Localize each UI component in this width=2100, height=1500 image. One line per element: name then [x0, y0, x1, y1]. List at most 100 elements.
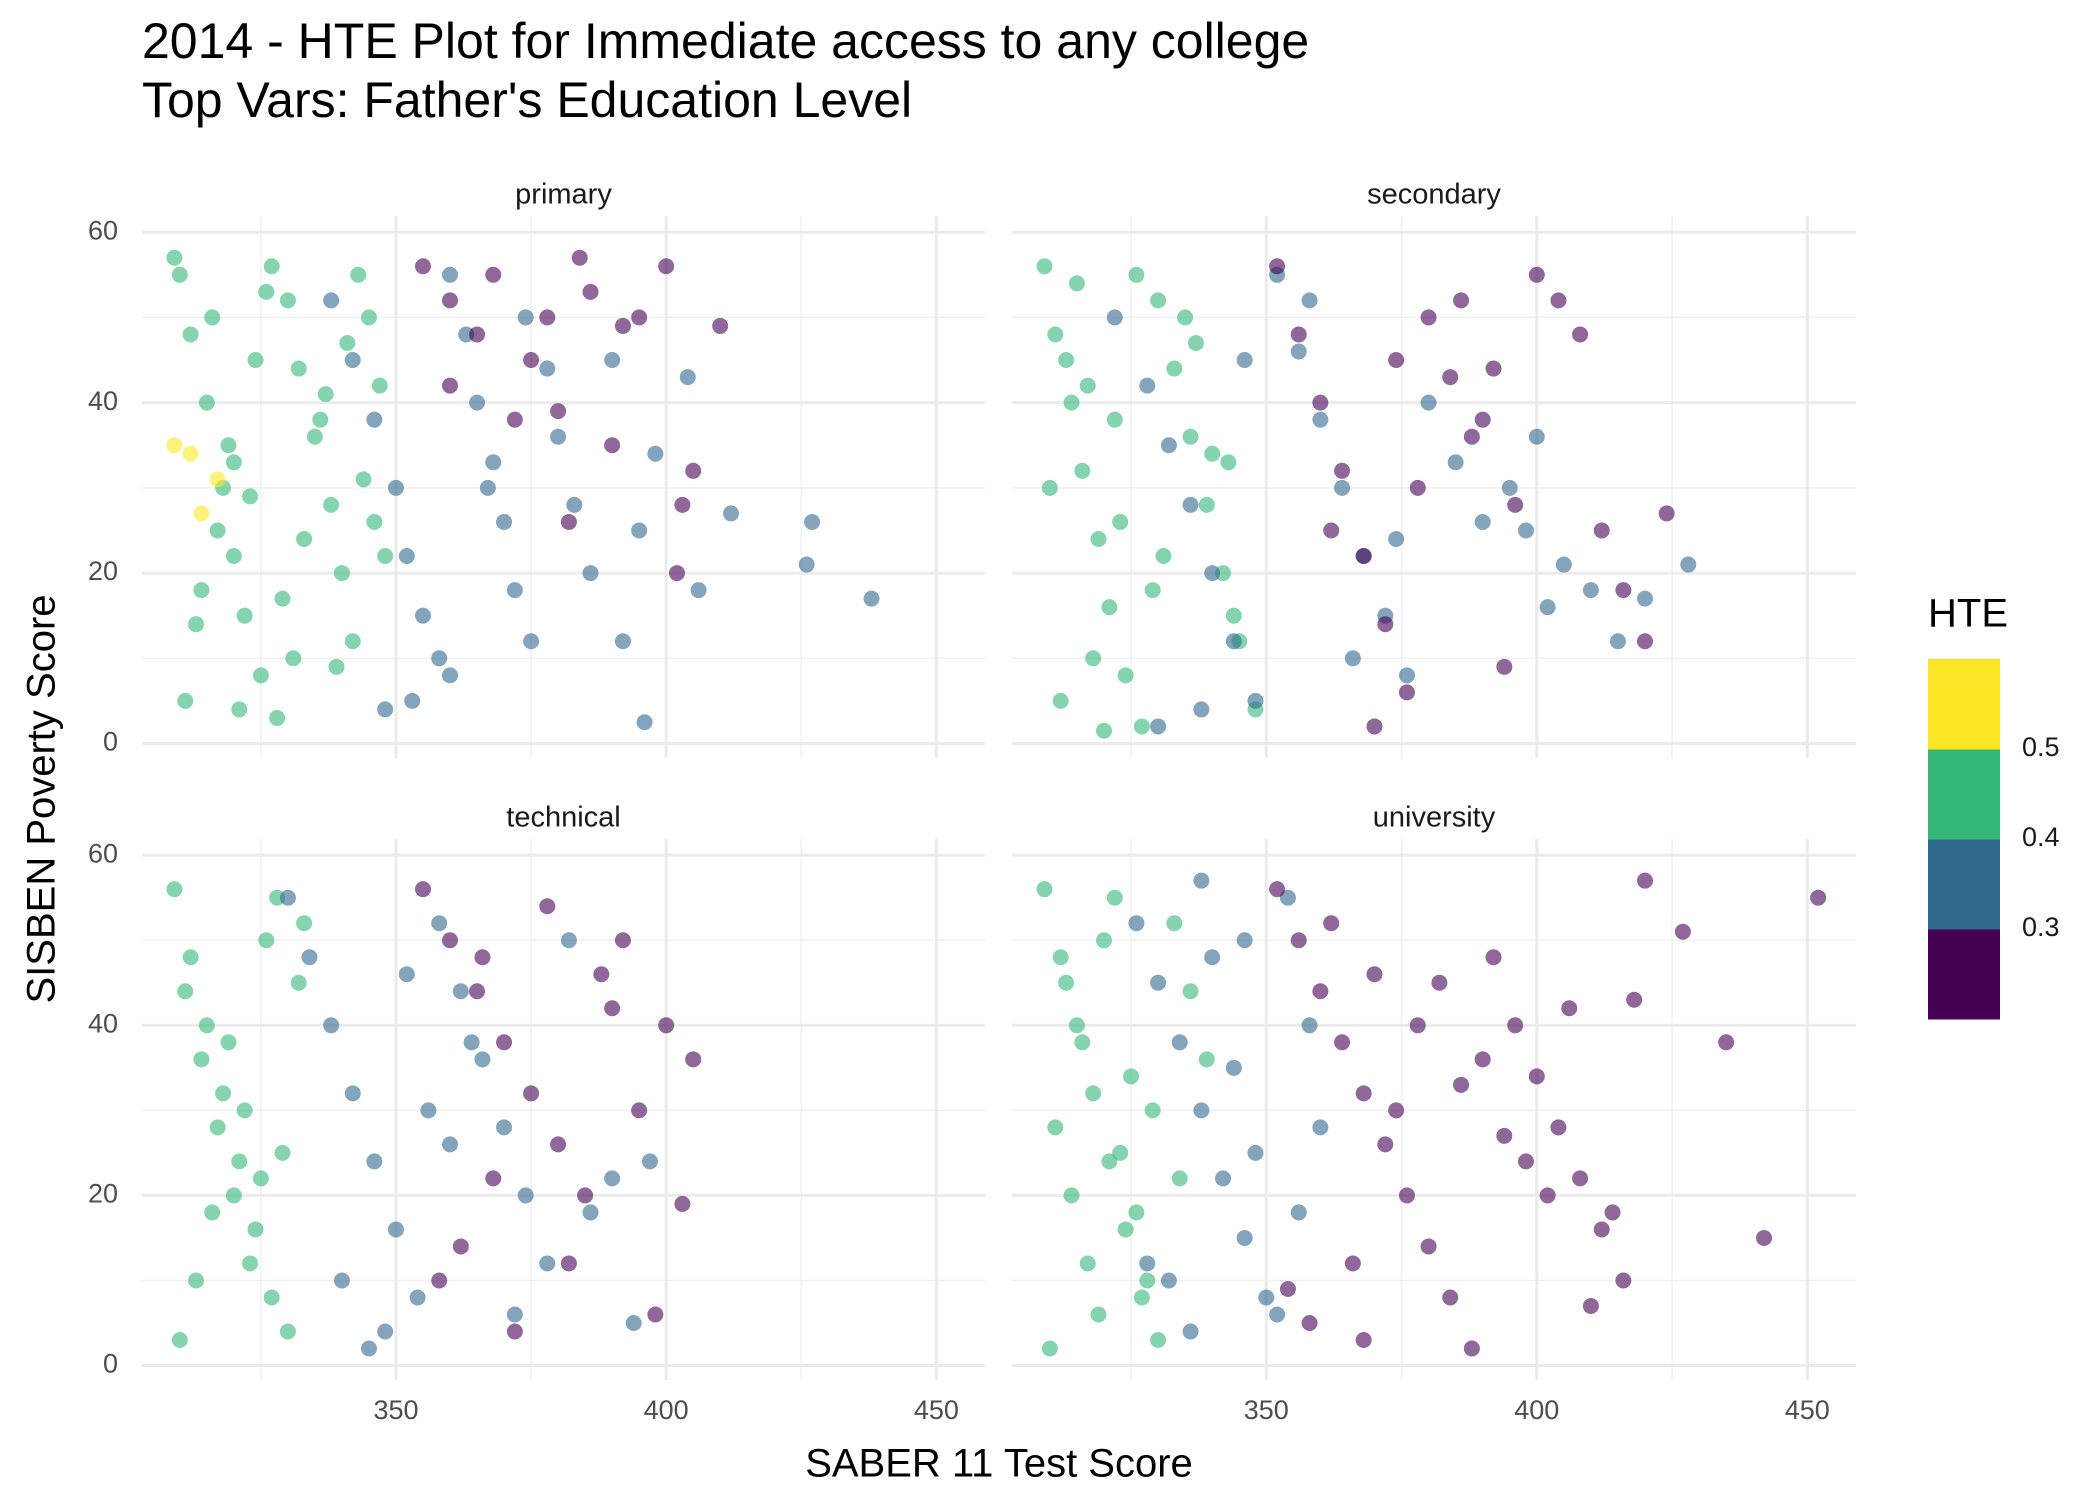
point — [231, 1153, 248, 1170]
point — [582, 565, 599, 582]
point — [566, 496, 583, 513]
point — [1453, 1076, 1470, 1093]
point — [1355, 1085, 1372, 1102]
point — [723, 505, 740, 522]
point — [1106, 889, 1123, 906]
point — [344, 633, 361, 650]
point — [247, 1221, 264, 1238]
point — [1182, 983, 1199, 1000]
point — [377, 701, 394, 718]
colorbar-bin — [1928, 839, 2000, 930]
point — [1388, 530, 1405, 547]
point — [1312, 983, 1329, 1000]
point — [1474, 1051, 1491, 1068]
point — [452, 983, 469, 1000]
point — [1139, 377, 1156, 394]
point — [209, 522, 226, 539]
point — [1290, 326, 1307, 343]
point — [1106, 411, 1123, 428]
point — [1528, 1068, 1545, 1085]
y-tick-label: 60 — [88, 215, 118, 245]
facet-label: primary — [515, 179, 612, 211]
x-tick-label: 350 — [1244, 1395, 1289, 1425]
point — [1150, 974, 1167, 991]
point — [1193, 1102, 1210, 1119]
point — [242, 488, 259, 505]
point — [1409, 1017, 1426, 1034]
point — [506, 1323, 523, 1340]
point — [1420, 309, 1437, 326]
point — [1144, 1102, 1161, 1119]
point — [290, 974, 307, 991]
point — [177, 983, 194, 1000]
point — [279, 292, 296, 309]
point — [1528, 428, 1545, 445]
point — [204, 1204, 221, 1221]
point — [1074, 1034, 1091, 1051]
point — [1041, 1340, 1058, 1357]
point — [182, 445, 199, 462]
point — [415, 258, 431, 275]
point — [1074, 462, 1091, 479]
facet-label: secondary — [1367, 179, 1501, 211]
point — [523, 1085, 540, 1102]
point — [496, 1034, 513, 1051]
point — [1279, 1280, 1296, 1297]
point — [658, 258, 675, 275]
point — [479, 479, 496, 496]
point — [1236, 932, 1253, 949]
point — [285, 650, 302, 667]
point — [631, 522, 648, 539]
point — [431, 1272, 448, 1289]
point — [1474, 513, 1491, 530]
point — [404, 692, 421, 709]
point — [469, 983, 486, 1000]
point — [1198, 496, 1215, 513]
point — [1496, 658, 1513, 675]
point — [1123, 1068, 1140, 1085]
point — [420, 1102, 437, 1119]
point — [560, 932, 577, 949]
point — [1442, 369, 1459, 386]
point — [1112, 1144, 1129, 1161]
point — [1225, 607, 1242, 624]
point — [236, 1102, 253, 1119]
point — [539, 898, 556, 915]
facet-label: university — [1373, 802, 1496, 834]
point — [1090, 1306, 1107, 1323]
point — [668, 565, 685, 582]
point — [1166, 360, 1183, 377]
point — [1269, 258, 1286, 275]
point — [1301, 292, 1318, 309]
point — [225, 548, 242, 565]
chart-subtitle: Top Vars: Father's Education Level — [142, 72, 912, 128]
point — [517, 1187, 534, 1204]
point — [1474, 411, 1491, 428]
point — [1323, 915, 1340, 932]
point — [1334, 1034, 1351, 1051]
point — [442, 377, 459, 394]
point — [1312, 394, 1329, 411]
x-axis-title: SABER 11 Test Score — [805, 1442, 1193, 1486]
point — [1155, 548, 1172, 565]
point — [506, 411, 523, 428]
point — [431, 915, 448, 932]
x-tick-label: 400 — [644, 1395, 689, 1425]
point — [614, 317, 631, 334]
point — [306, 428, 323, 445]
point — [647, 445, 664, 462]
point — [1225, 1059, 1242, 1076]
point — [1507, 1017, 1524, 1034]
point — [582, 1204, 599, 1221]
point — [279, 889, 296, 906]
point — [377, 548, 394, 565]
point — [485, 266, 502, 283]
y-tick-label: 20 — [88, 556, 118, 586]
point — [1171, 1034, 1188, 1051]
point — [371, 377, 388, 394]
point — [252, 667, 269, 684]
point — [258, 283, 275, 300]
point — [1058, 974, 1075, 991]
point — [1058, 352, 1075, 369]
point — [506, 582, 523, 599]
